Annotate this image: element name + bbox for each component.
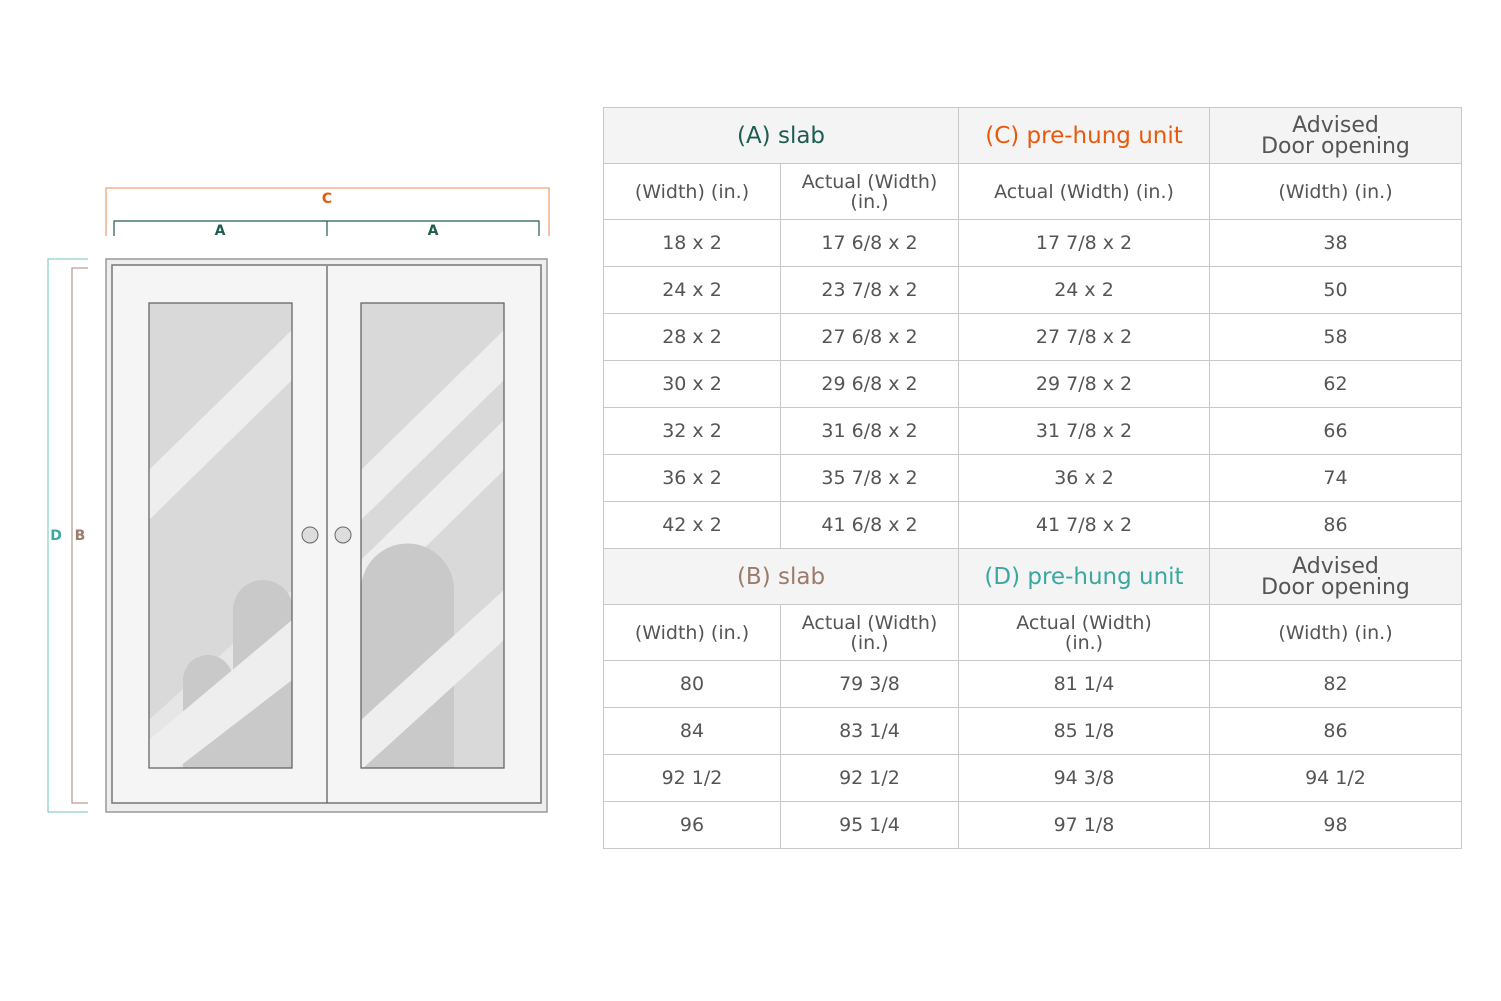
table-cell: 82	[1209, 660, 1462, 708]
table-cell: 42 x 2	[603, 501, 781, 549]
label-a-left: A	[215, 223, 226, 239]
subheader: (Width) (in.)	[603, 163, 781, 220]
table-cell: 97 1/8	[958, 801, 1210, 849]
header-b-slab: (B) slab	[603, 548, 959, 605]
table-cell: 27 6/8 x 2	[780, 313, 959, 361]
table-row: 80 79 3/8 81 1/4 82	[603, 660, 1462, 708]
table-cell: 85 1/8	[958, 707, 1210, 755]
door-diagram: C A A D B	[47, 187, 550, 813]
dimension-d	[47, 258, 88, 813]
dimension-a	[113, 220, 540, 236]
table-cell: 29 6/8 x 2	[780, 360, 959, 408]
table-cell: 94 1/2	[1209, 754, 1462, 802]
table-cell: 95 1/4	[780, 801, 959, 849]
table-row: 28 x 2 27 6/8 x 2 27 7/8 x 2 58	[603, 313, 1462, 361]
table-cell: 28 x 2	[603, 313, 781, 361]
header-c-prehung: (C) pre-hung unit	[958, 107, 1210, 164]
table-cell: 41 7/8 x 2	[958, 501, 1210, 549]
table2-subheader: (Width) (in.) Actual (Width) (in.) Actual…	[603, 604, 1462, 661]
header-d-prehung: (D) pre-hung unit	[958, 548, 1210, 605]
label-a-right: A	[428, 223, 439, 239]
subheader: Actual (Width) (in.)	[958, 604, 1210, 661]
dimension-b	[71, 267, 88, 804]
table-cell: 17 7/8 x 2	[958, 219, 1210, 267]
table-cell: 30 x 2	[603, 360, 781, 408]
table-cell: 86	[1209, 501, 1462, 549]
table-cell: 58	[1209, 313, 1462, 361]
table-cell: 38	[1209, 219, 1462, 267]
table-cell: 24 x 2	[958, 266, 1210, 314]
table-cell: 17 6/8 x 2	[780, 219, 959, 267]
table-cell: 96	[603, 801, 781, 849]
table-cell: 74	[1209, 454, 1462, 502]
door-knob-right	[334, 526, 352, 544]
table-cell: 27 7/8 x 2	[958, 313, 1210, 361]
header-advised: Advised Door opening	[1209, 107, 1462, 164]
table-row: 42 x 2 41 6/8 x 2 41 7/8 x 2 86	[603, 501, 1462, 549]
table-cell: 86	[1209, 707, 1462, 755]
table-cell: 36 x 2	[603, 454, 781, 502]
table-cell: 35 7/8 x 2	[780, 454, 959, 502]
table-row: 32 x 2 31 6/8 x 2 31 7/8 x 2 66	[603, 407, 1462, 455]
subheader: Actual (Width) (in.)	[780, 604, 959, 661]
table2-header: (B) slab (D) pre-hung unit Advised Door o…	[603, 548, 1462, 605]
label-c: C	[322, 191, 332, 207]
glass-right	[361, 303, 504, 768]
table-cell: 62	[1209, 360, 1462, 408]
door-knob-left	[301, 526, 319, 544]
table-cell: 66	[1209, 407, 1462, 455]
table-cell: 92 1/2	[603, 754, 781, 802]
table1-subheader: (Width) (in.) Actual (Width) (in.) Actual…	[603, 163, 1462, 220]
table-cell: 23 7/8 x 2	[780, 266, 959, 314]
header-a-slab: (A) slab	[603, 107, 959, 164]
label-d: D	[50, 528, 62, 544]
size-table: (A) slab (C) pre-hung unit Advised Door o…	[603, 107, 1462, 849]
table-row: 84 83 1/4 85 1/8 86	[603, 707, 1462, 755]
subheader: (Width) (in.)	[1209, 163, 1462, 220]
table-cell: 94 3/8	[958, 754, 1210, 802]
label-b: B	[75, 528, 86, 544]
table-cell: 50	[1209, 266, 1462, 314]
table-cell: 41 6/8 x 2	[780, 501, 959, 549]
table-row: 92 1/2 92 1/2 94 3/8 94 1/2	[603, 754, 1462, 802]
table-cell: 79 3/8	[780, 660, 959, 708]
table-cell: 32 x 2	[603, 407, 781, 455]
header-advised: Advised Door opening	[1209, 548, 1462, 605]
subheader: Actual (Width) (in.)	[958, 163, 1210, 220]
table-row: 36 x 2 35 7/8 x 2 36 x 2 74	[603, 454, 1462, 502]
table-cell: 80	[603, 660, 781, 708]
table-row: 96 95 1/4 97 1/8 98	[603, 801, 1462, 849]
table-row: 18 x 2 17 6/8 x 2 17 7/8 x 2 38	[603, 219, 1462, 267]
table-row: 30 x 2 29 6/8 x 2 29 7/8 x 2 62	[603, 360, 1462, 408]
table-cell: 83 1/4	[780, 707, 959, 755]
table-cell: 18 x 2	[603, 219, 781, 267]
table1-header: (A) slab (C) pre-hung unit Advised Door o…	[603, 107, 1462, 164]
table-cell: 31 7/8 x 2	[958, 407, 1210, 455]
table-cell: 84	[603, 707, 781, 755]
table-cell: 24 x 2	[603, 266, 781, 314]
table-cell: 36 x 2	[958, 454, 1210, 502]
table-cell: 31 6/8 x 2	[780, 407, 959, 455]
subheader: (Width) (in.)	[1209, 604, 1462, 661]
dimension-c	[105, 187, 550, 236]
table-row: 24 x 2 23 7/8 x 2 24 x 2 50	[603, 266, 1462, 314]
subheader: Actual (Width) (in.)	[780, 163, 959, 220]
subheader: (Width) (in.)	[603, 604, 781, 661]
table-cell: 81 1/4	[958, 660, 1210, 708]
table-cell: 92 1/2	[780, 754, 959, 802]
table-cell: 29 7/8 x 2	[958, 360, 1210, 408]
glass-left	[149, 303, 292, 768]
table-cell: 98	[1209, 801, 1462, 849]
